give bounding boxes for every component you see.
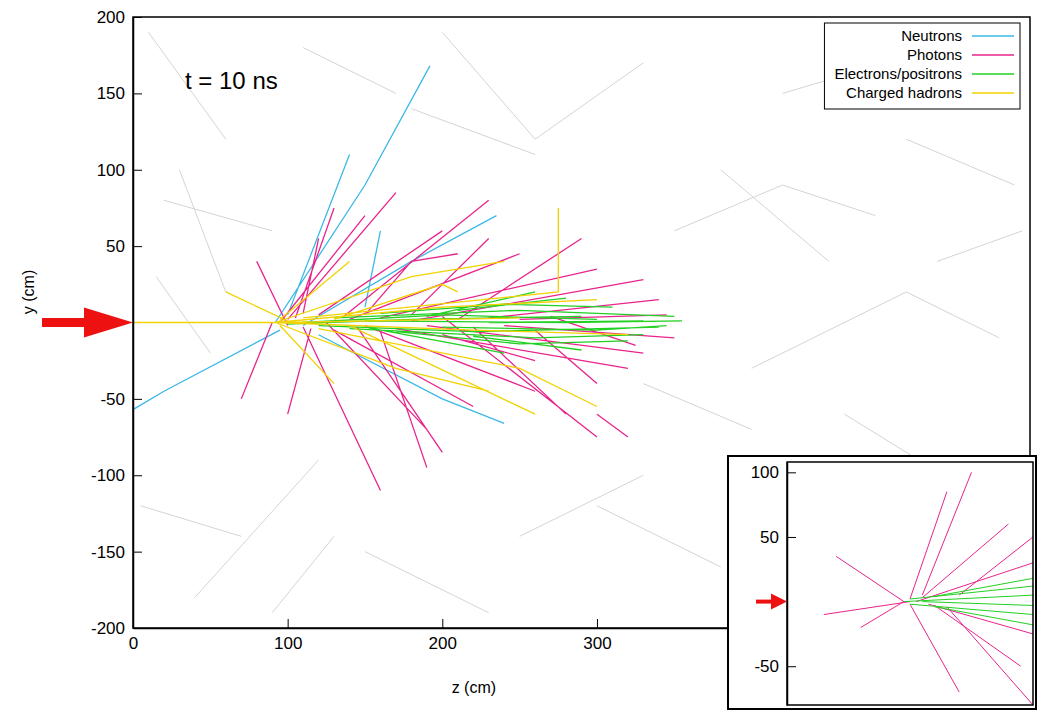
y-tick-label: 100: [97, 161, 125, 180]
x-tick-label: 300: [583, 634, 611, 653]
y-tick: -150: [91, 543, 142, 562]
x-tick-label: 100: [274, 634, 302, 653]
legend: Neutrons Photons Electrons/positrons Charge…: [824, 23, 1020, 109]
y-tick-mark: [133, 246, 142, 247]
x-tick-label: 0: [129, 634, 138, 653]
y-tick-mark: [133, 17, 142, 18]
y-tick: 50: [106, 237, 142, 256]
y-tick-mark: [787, 537, 796, 538]
y-axis-line: [133, 18, 135, 629]
y-tick: 150: [97, 84, 142, 103]
y-tick-mark: [133, 399, 142, 400]
y-tick: 200: [97, 8, 142, 27]
beam-arrow-head: [771, 594, 787, 610]
y-tick: 100: [751, 463, 796, 482]
y-axis: -50 50 100: [751, 463, 796, 706]
beam-arrow-head: [84, 308, 133, 338]
y-tick-label: 200: [97, 8, 125, 27]
legend-label: Neutrons: [901, 27, 962, 44]
y-tick-mark: [133, 475, 142, 476]
chart-svg: -200 -150 -100 -50 50 100 150 200 0 100 200 300 z (c…: [0, 0, 1041, 713]
y-tick-label: -100: [91, 466, 125, 485]
y-tick-mark: [133, 552, 142, 553]
inset-background: [728, 456, 1036, 709]
time-annotation: t = 10 ns: [185, 67, 278, 94]
y-tick-mark: [787, 472, 796, 473]
plot-frame: [787, 462, 1033, 705]
x-axis-title: z (cm): [452, 679, 496, 696]
y-axis-line: [787, 463, 789, 706]
y-tick: -50: [100, 390, 142, 409]
beam-arrow-tail: [42, 318, 85, 327]
y-tick-mark: [787, 666, 796, 667]
track-series: [288, 292, 682, 353]
track-series: [133, 66, 504, 423]
inset-chart: -50 50 100: [728, 456, 1036, 709]
y-tick-label: 50: [760, 528, 779, 547]
y-tick-label: -50: [100, 390, 125, 409]
y-tick: -100: [91, 466, 142, 485]
legend-label: Charged hadrons: [846, 84, 962, 101]
x-tick-mark: [133, 619, 134, 628]
y-tick-label: -50: [754, 657, 779, 676]
x-tick: 100: [274, 619, 302, 653]
beam-arrow-tail: [756, 600, 772, 604]
background-tracks: [904, 578, 1033, 625]
track-series: [133, 208, 628, 414]
y-tick-label: 150: [97, 84, 125, 103]
x-tick-mark: [597, 619, 598, 628]
legend-swatch: [972, 35, 1014, 37]
y-tick-label: -200: [91, 619, 125, 638]
x-tick: 300: [583, 619, 611, 653]
x-tick: 200: [429, 619, 457, 653]
legend-swatch: [972, 54, 1014, 56]
x-tick-label: 200: [429, 634, 457, 653]
legend-swatch: [972, 92, 1014, 94]
y-tick-label: -150: [91, 543, 125, 562]
y-tick: -50: [754, 657, 796, 676]
background-tracks: [824, 472, 1033, 705]
y-tick-mark: [133, 93, 142, 94]
chart-root: -200 -150 -100 -50 50 100 150 200 0 100 200 300 z (c…: [0, 0, 1041, 713]
tracks: [824, 472, 1033, 705]
x-tick: 0: [129, 619, 138, 653]
y-axis-title: y (cm): [20, 270, 37, 314]
y-tick-label: 50: [106, 237, 125, 256]
y-tick: 100: [97, 161, 142, 180]
x-tick-mark: [442, 619, 443, 628]
y-tick-label: 100: [751, 463, 779, 482]
legend-label: Photons: [907, 46, 962, 63]
x-tick-mark: [288, 619, 289, 628]
y-tick-mark: [133, 170, 142, 171]
legend-label: Electrons/positrons: [834, 65, 962, 82]
y-tick: 50: [760, 528, 796, 547]
legend-swatch: [972, 73, 1014, 75]
legend-box: [824, 23, 1020, 109]
